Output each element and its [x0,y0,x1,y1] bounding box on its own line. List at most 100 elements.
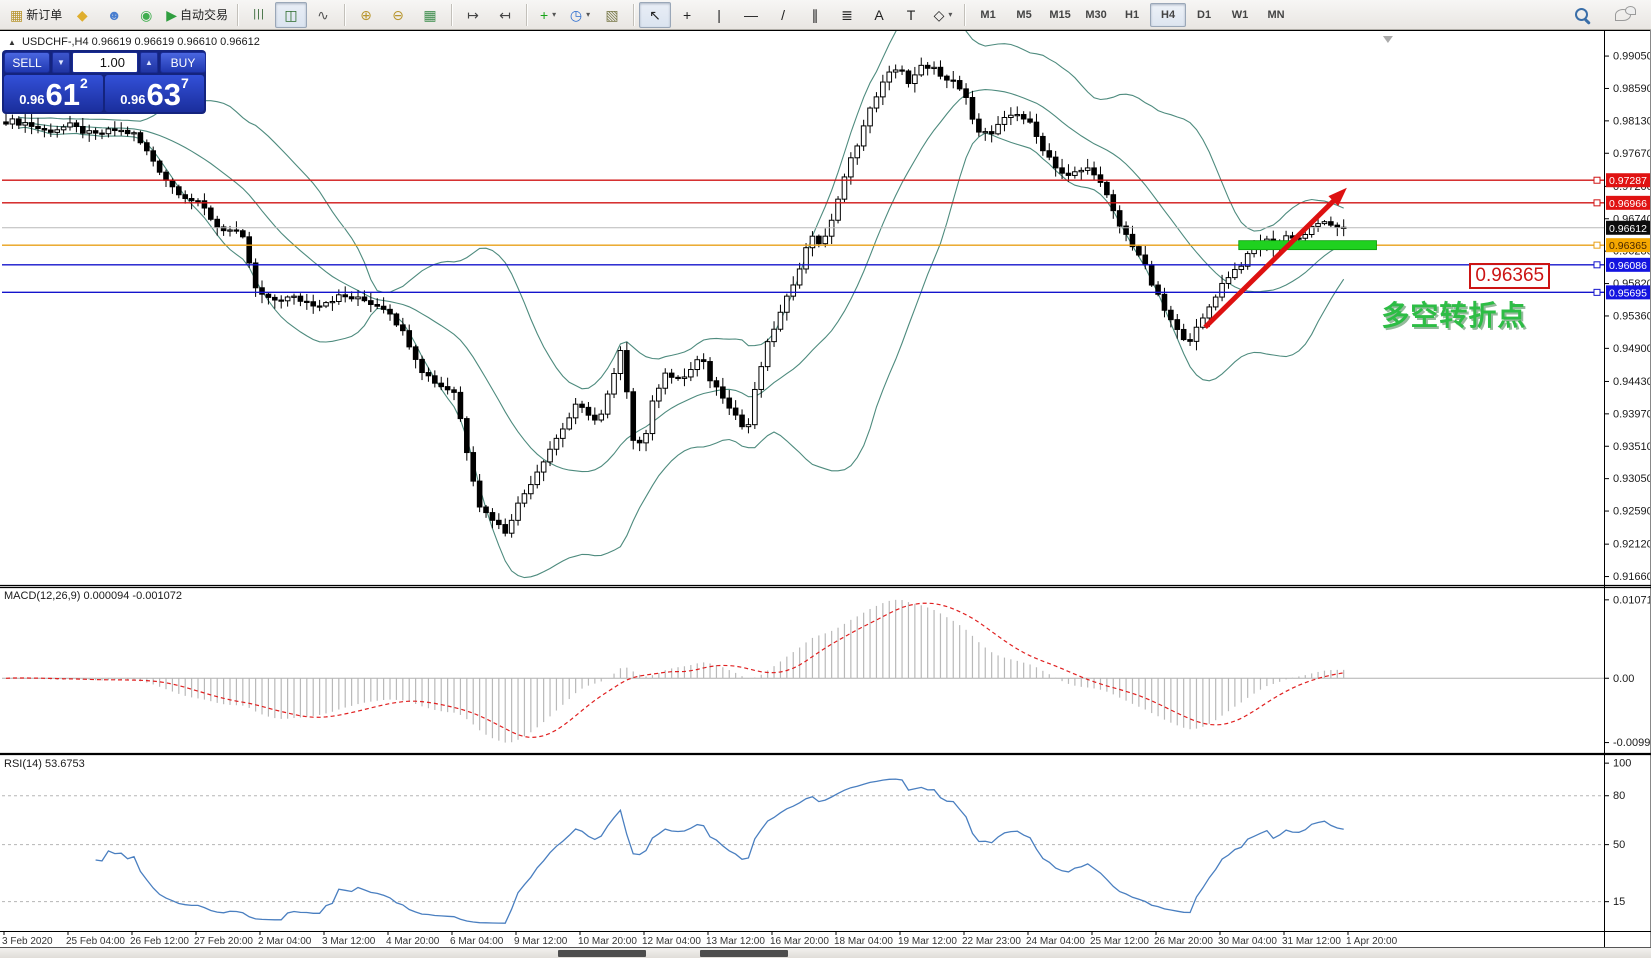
svg-text:27 Feb 20:00: 27 Feb 20:00 [194,936,253,947]
candlestick-chart-button[interactable]: ◫ [275,1,308,28]
svg-text:0.97670: 0.97670 [1613,148,1651,160]
zoom-out-icon: ⊖ [392,6,404,23]
auto-scroll-icon: ↦ [467,6,479,23]
timeframe-m15[interactable]: M15 [1049,8,1071,21]
svg-text:2 Mar 04:00: 2 Mar 04:00 [258,936,312,947]
buy-button[interactable]: BUY [160,52,206,73]
volume-down-icon: ▼ [57,58,65,67]
chart-shift-button[interactable]: ↤ [489,2,521,28]
bar-chart-button[interactable]: ||| [243,2,275,28]
search-button[interactable] [1565,2,1597,28]
svg-text:0.96365: 0.96365 [1609,240,1647,252]
trend-arrow[interactable] [1203,187,1347,330]
timeframe-h1[interactable]: H1 [1125,8,1140,21]
timeframe-m30[interactable]: M30 [1085,8,1107,21]
autotrading-label: 自动交易 [180,8,229,22]
turning-point-annotation[interactable]: 多空转折点 [1381,300,1527,332]
market-watch-icon: ◆ [76,6,88,23]
sell-price-prefix: 0.96 [19,91,45,107]
cursor-icon: ↖ [649,6,661,23]
crosshair-button[interactable]: + [671,2,703,28]
svg-text:0.93050: 0.93050 [1613,473,1651,485]
svg-text:30 Mar 04:00: 30 Mar 04:00 [1218,936,1277,947]
templates-button[interactable]: ▧ [596,2,628,28]
volume-up-icon: ▲ [145,58,153,67]
new-order-label: 新订单 [26,8,63,22]
templates-icon: ▧ [605,6,619,23]
navigator-button[interactable]: ☻ [98,2,130,28]
data-folder-button[interactable]: ◉ [130,2,162,28]
chat-button[interactable] [1607,2,1639,28]
buy-price-sup: 7 [181,75,189,91]
svg-text:0.92590: 0.92590 [1613,506,1651,518]
price-annotation-box[interactable]: 0.96365 [1469,263,1551,290]
chat-icon [1615,5,1636,21]
toolbar-separator [526,3,528,26]
candlesticks [3,57,1347,538]
sell-button[interactable]: SELL [4,52,50,73]
market-watch-button[interactable]: ◆ [66,2,98,28]
price-axis[interactable] [1604,30,1651,946]
line-chart-button[interactable]: ∿ [307,2,339,28]
rsi-line: 100 80 50 15 [2,758,1631,924]
horizontal-line-button[interactable]: — [735,2,767,28]
vertical-line-button[interactable]: | [703,2,735,28]
zoom-out-button[interactable]: ⊖ [382,2,414,28]
buy-price[interactable]: 0.96 63 7 [105,75,204,112]
chart-canvas[interactable]: 0.990500.985900.981300.976700.972000.967… [0,30,1651,958]
volume-up-button[interactable]: ▲ [140,52,158,73]
new-order-button[interactable]: ▦ 新订单 [6,2,66,28]
cursor-button[interactable]: ↖ [639,1,672,28]
zoom-in-button[interactable]: ⊕ [350,2,382,28]
new-order-icon: ▦ [10,6,24,23]
chart-shift-marker-icon [1382,36,1393,43]
support-zone-bar[interactable] [1238,240,1377,251]
periods-button[interactable]: ◷ ▾ [564,2,596,28]
timeframe-m5[interactable]: M5 [1016,8,1032,21]
chart-shift-icon: ↤ [499,6,511,23]
trendline-button[interactable]: / [767,2,799,28]
svg-text:0.91660: 0.91660 [1613,571,1651,583]
svg-text:100: 100 [1613,758,1631,770]
indicators-button[interactable]: + ▾ [532,2,564,28]
time-axis[interactable] [0,931,1604,947]
fibonacci-button[interactable]: ≣ [831,2,863,28]
timeframe-d1[interactable]: D1 [1197,8,1212,21]
toolbar-separator [451,3,453,26]
text-button[interactable]: A [863,2,895,28]
macd-indicator-label: MACD(12,26,9) 0.000094 -0.001072 [4,590,182,602]
arrows-button[interactable]: ◇ ▾ [927,2,959,28]
svg-text:26 Feb 12:00: 26 Feb 12:00 [130,936,189,947]
timeframe-mn[interactable]: MN [1267,8,1285,21]
chart-title-marker-icon: ▲ [8,38,16,47]
toolbar: ▦ 新订单 ◆ ☻ ◉ ▶ 自动交易 ||| ◫ ∿ ⊕ ⊖ ▦ ↦ ↤ + ▾ ◷ ▾ ▧ ↖ + | — / ∥ ≣ A T ◇ ▾ M1… [0,0,1651,30]
tile-windows-button[interactable]: ▦ [414,2,446,28]
sell-price[interactable]: 0.96 61 2 [4,75,103,112]
buy-price-prefix: 0.96 [120,91,146,107]
svg-text:50: 50 [1613,839,1625,851]
svg-text:0.94900: 0.94900 [1613,343,1651,355]
chevron-down-icon: ▾ [948,10,953,19]
svg-text:0.93970: 0.93970 [1613,408,1651,420]
toolbar-right [1565,2,1645,28]
svg-text:0.010719: 0.010719 [1613,594,1651,606]
timeframe-h4[interactable]: H4 [1150,2,1187,27]
timeframe-m1[interactable]: M1 [980,8,996,21]
search-icon [1574,8,1588,21]
label-button[interactable]: T [895,2,927,28]
volume-field[interactable]: 1.00 [72,52,138,73]
svg-text:13 Mar 12:00: 13 Mar 12:00 [706,936,765,947]
autotrading-button[interactable]: ▶ 自动交易 [162,2,232,28]
auto-scroll-button[interactable]: ↦ [457,2,489,28]
svg-text:0.98130: 0.98130 [1613,115,1651,127]
svg-text:0.98590: 0.98590 [1613,83,1651,95]
volume-down-button[interactable]: ▼ [52,52,70,73]
fibonacci-icon: ≣ [841,6,853,23]
svg-text:0.92120: 0.92120 [1613,539,1651,551]
svg-text:0.96612: 0.96612 [1609,223,1647,235]
svg-text:0.96086: 0.96086 [1609,260,1647,272]
channel-button[interactable]: ∥ [799,2,831,28]
timeframe-w1[interactable]: W1 [1231,8,1249,21]
svg-text:25 Mar 12:00: 25 Mar 12:00 [1090,936,1149,947]
sell-price-sup: 2 [80,75,88,91]
